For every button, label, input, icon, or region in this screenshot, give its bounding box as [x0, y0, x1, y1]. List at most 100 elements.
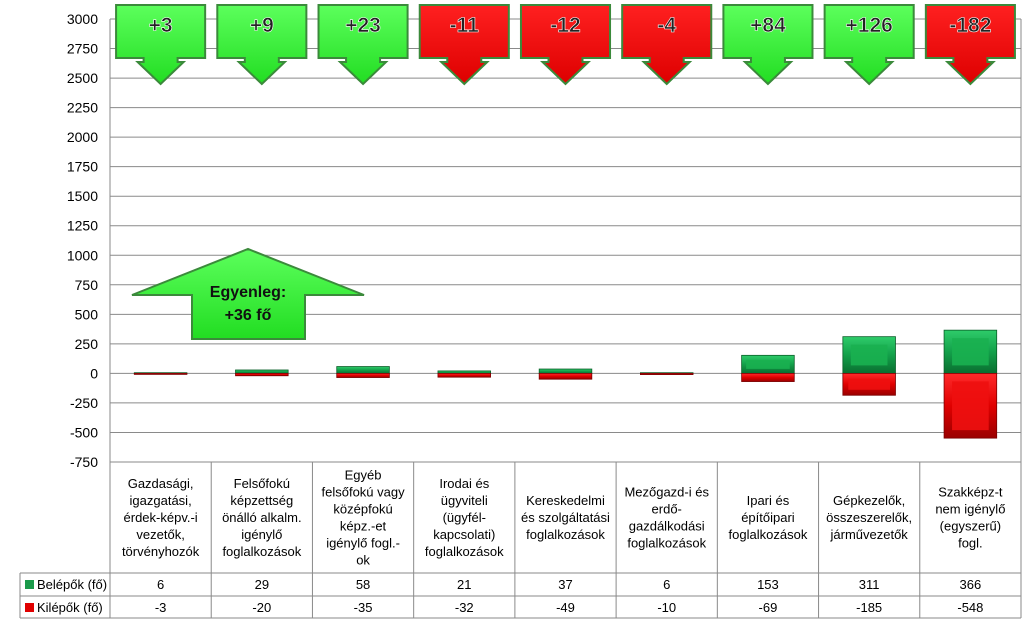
category-label: Kereskedelmi [526, 493, 605, 508]
y-axis: 3000275025002250200017501500125010007505… [67, 11, 1022, 470]
balance-value: -4 [657, 14, 676, 37]
category-label: gazdálkodási [629, 519, 705, 534]
green-down-arrow-icon [317, 4, 409, 86]
table-cell: -548 [957, 600, 983, 615]
balance-value: +84 [750, 14, 786, 37]
category-label: igénylő fogl.- [326, 536, 400, 551]
green-down-arrow-icon [722, 4, 814, 86]
category-label: Szakképz-t [938, 485, 1003, 500]
category-label: járművezetők [830, 527, 909, 542]
bar-kilepok [235, 372, 289, 377]
category-label: erdő- [652, 502, 682, 517]
category-label: igazgatási, [130, 493, 192, 508]
category-label: önálló alkalm. [222, 510, 302, 525]
table-cell: -69 [759, 600, 778, 615]
balance-value: +3 [149, 14, 173, 37]
y-tick-label: 2750 [67, 41, 98, 57]
category-label: Egyéb [345, 468, 382, 483]
category-label: középfokú [333, 502, 392, 517]
bar-bevel [952, 338, 989, 366]
category-label: érdek-képv.-i [124, 510, 198, 525]
balance-arrows: +3 +9 +23 -11 -12 -4 +84 +126 -182 [115, 4, 1016, 86]
green-down-arrow-icon [115, 4, 207, 86]
bar-belepok [235, 369, 289, 374]
category-label: Felsőfokú [234, 476, 290, 491]
bar-bevel [848, 378, 891, 390]
category-label: építőipari [741, 510, 795, 525]
y-tick-label: 1750 [67, 159, 98, 175]
category-label: vezetők, [136, 527, 184, 542]
y-tick-label: 500 [75, 306, 99, 322]
y-tick-label: 250 [75, 336, 99, 352]
legend-label-belepok: Belépők (fő) [37, 577, 107, 592]
table-cell: 37 [558, 577, 572, 592]
red-down-arrow-icon [621, 4, 713, 86]
y-tick-label: -250 [70, 395, 98, 411]
category-label: kapcsolati) [433, 527, 495, 542]
bar-kilepok [437, 372, 491, 378]
table-cell: 21 [457, 577, 471, 592]
red-down-arrow-icon [924, 4, 1016, 86]
table-cell: -35 [354, 600, 373, 615]
legend-key-belepok [25, 580, 34, 589]
category-label: ok [356, 553, 370, 568]
y-tick-label: 1500 [67, 188, 98, 204]
category-label: képzettség [230, 493, 293, 508]
y-tick-label: 0 [90, 365, 98, 381]
y-tick-label: 2500 [67, 70, 98, 86]
category-label: és szolgáltatási [521, 510, 610, 525]
bar-kilepok [538, 372, 593, 380]
balance-value: +126 [846, 14, 893, 37]
bar-kilepok [133, 372, 188, 375]
bar-belepok [336, 366, 390, 374]
table-cell: -49 [556, 600, 575, 615]
balance-value: -12 [550, 14, 580, 37]
category-label: foglalkozások [729, 527, 808, 542]
category-label: igénylő [241, 527, 282, 542]
table-cell: -32 [455, 600, 474, 615]
category-label: (ügyfél- [443, 510, 486, 525]
legend-label-kilepok: Kilépők (fő) [37, 600, 103, 615]
category-label: (egyszerű) [940, 519, 1001, 534]
category-label: törvényhozók [122, 544, 200, 559]
category-label: foglalkozások [526, 527, 605, 542]
category-label: foglalkozások [425, 544, 504, 559]
table-cell: 6 [663, 577, 670, 592]
category-label: Gépkezelők, [833, 493, 905, 508]
y-tick-label: 1000 [67, 247, 98, 263]
table-cell: 153 [757, 577, 779, 592]
green-down-arrow-icon [823, 4, 915, 86]
red-down-arrow-icon [519, 4, 612, 86]
table-cell: -3 [155, 600, 167, 615]
bar-kilepok [336, 372, 390, 378]
red-down-arrow-icon [418, 4, 510, 86]
balance-value: -182 [949, 14, 991, 37]
annotation-text: Egyenleg: [210, 284, 286, 301]
green-up-arrow-icon [131, 247, 365, 340]
bar-belepok [538, 368, 593, 374]
y-tick-label: 1250 [67, 218, 98, 234]
legend-key-kilepok [25, 603, 34, 612]
green-down-arrow-icon [216, 4, 308, 86]
bar-bevel [850, 344, 888, 366]
category-label: fogl. [958, 536, 983, 551]
bars [133, 329, 998, 439]
category-label: foglalkozások [627, 536, 706, 551]
y-tick-label: 2000 [67, 129, 98, 145]
y-tick-label: -500 [70, 424, 98, 440]
bar-bevel [952, 381, 989, 431]
table-cell: 58 [356, 577, 370, 592]
bar-kilepok [640, 372, 694, 375]
annotation-text: +36 fő [225, 307, 272, 324]
category-label: ügyviteli [441, 493, 488, 508]
category-label: képz.-et [340, 519, 387, 534]
category-label: Gazdasági, [128, 476, 194, 491]
category-label: Ipari és [747, 493, 790, 508]
category-label: felsőfokú vagy [322, 485, 406, 500]
y-tick-label: 750 [75, 277, 99, 293]
bar-bevel [746, 359, 790, 369]
y-tick-label: -750 [70, 454, 98, 470]
y-tick-label: 2250 [67, 100, 98, 116]
table-cell: 29 [255, 577, 269, 592]
table-cell: 6 [157, 577, 164, 592]
